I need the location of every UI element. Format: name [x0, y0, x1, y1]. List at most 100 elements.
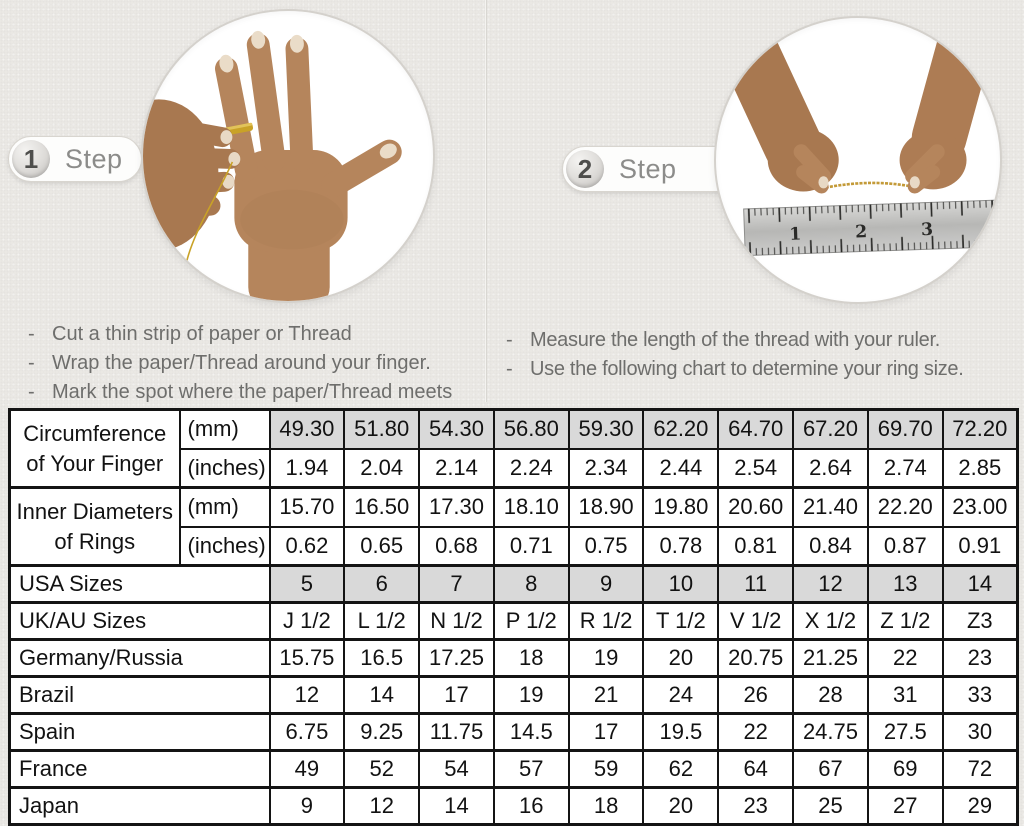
table-cell: Z 1/2: [866, 601, 944, 641]
table-cell: 14: [941, 564, 1019, 604]
table-row: Spain 6.75 9.25 11.75 14.5 17 19.5 22 24.75 27.5 3…: [8, 712, 1019, 752]
table-cell: V 1/2: [717, 601, 795, 641]
table-row: Brazil 12 14 17 19 21 24 26 28 31 33: [8, 675, 1019, 715]
table-cell: 19.5: [642, 712, 720, 752]
table-cell: 22: [717, 712, 795, 752]
table-cell: 31: [866, 675, 944, 715]
table-cell: 23: [941, 638, 1019, 678]
bullet-dash: -: [28, 381, 35, 403]
table-cell: 2.44: [642, 447, 720, 489]
hand-with-thread-illustration: [143, 30, 402, 301]
table-cell: 62.20: [642, 408, 720, 450]
step-2-instructions: - Measure the length of the thread with y…: [502, 326, 1022, 384]
instruction-item: - Measure the length of the thread with y…: [502, 326, 1022, 355]
table-cell: 0.68: [418, 525, 495, 567]
table-cell: 27: [866, 786, 944, 826]
table-row: Inner Diameters of Rings (mm) 15.70 16.50 17…: [8, 486, 1019, 567]
row-group-label: Circumference of Your Finger: [8, 408, 181, 489]
table-cell: 2.34: [567, 447, 645, 489]
table-cell: 24.75: [792, 712, 869, 752]
table-cell: 18.90: [567, 486, 645, 528]
bullet-dash: -: [506, 329, 513, 351]
table-cell: 14: [343, 675, 421, 715]
table-cell: T 1/2: [642, 601, 720, 641]
table-cell: 2.64: [792, 447, 869, 489]
table-row: UK/AU Sizes J 1/2 L 1/2 N 1/2 P 1/2 R 1/2 T 1/…: [8, 601, 1019, 641]
table-cell: 15.75: [268, 638, 346, 678]
row-label: Spain: [8, 712, 271, 752]
table-cell: 20.75: [717, 638, 795, 678]
table-cell: P 1/2: [492, 601, 570, 641]
table-cell: 69.70: [866, 408, 944, 450]
ring-size-conversion-table: Circumference of Your Finger (mm) 49.30 51.…: [8, 408, 1019, 826]
table-cell: 5: [268, 564, 346, 604]
table-cell: 0.75: [567, 525, 645, 567]
step-1-number: 1: [12, 140, 50, 178]
table-cell: 2.85: [941, 447, 1019, 489]
table-row: France 49 52 54 57 59 62 64 67 69 72: [8, 749, 1019, 789]
table-cell: 59: [567, 749, 645, 789]
table-row: USA Sizes 5 6 7 8 9 10 11 12 13 14: [8, 564, 1019, 604]
table-cell: 10: [642, 564, 720, 604]
table-cell: 49: [268, 749, 346, 789]
step-1-label: Step: [65, 143, 123, 174]
row-label: Brazil: [8, 675, 271, 715]
step-2-label: Step: [619, 153, 677, 184]
table-cell: 21: [567, 675, 645, 715]
unit-label: (mm): [178, 408, 271, 450]
table-cell: 2.74: [866, 447, 944, 489]
table-cell: 2.14: [418, 447, 495, 489]
table-cell: 19: [492, 675, 570, 715]
table-cell: 6.75: [268, 712, 346, 752]
ruler-number: 2: [855, 222, 868, 242]
thread-ruler-measure-illustration: 1 2 3: [716, 18, 1000, 257]
table-cell: 11.75: [418, 712, 495, 752]
table-cell: 21.25: [792, 638, 869, 678]
table-cell: 9.25: [343, 712, 421, 752]
instruction-text: Mark the spot where the paper/Thread mee…: [52, 381, 453, 403]
table-cell: 17: [567, 712, 645, 752]
table-cell: 23.00: [941, 486, 1019, 528]
table-cell: 17.25: [418, 638, 495, 678]
step-2-photo: 1 2 3: [714, 16, 1002, 304]
table-cell: 72: [941, 749, 1019, 789]
table-cell: 59.30: [567, 408, 645, 450]
row-label: France: [8, 749, 271, 789]
table-row: Circumference of Your Finger (mm) 49.30 51.…: [8, 408, 1019, 489]
section-divider: [486, 0, 487, 402]
table-cell: 23: [717, 786, 795, 826]
table-cell: 21.40: [792, 486, 869, 528]
row-group-label: Inner Diameters of Rings: [8, 486, 181, 567]
row-label: Germany/Russia: [8, 638, 271, 678]
table-cell: 54.30: [418, 408, 495, 450]
table-cell: 16.50: [343, 486, 421, 528]
table-cell: 2.54: [717, 447, 795, 489]
table-cell: 33: [941, 675, 1019, 715]
step-2-number: 2: [566, 150, 604, 188]
table-cell: 22.20: [866, 486, 944, 528]
table-cell: 72.20: [941, 408, 1019, 450]
table-cell: 9: [268, 786, 346, 826]
row-label: Japan: [8, 786, 271, 826]
table-cell: 27.5: [866, 712, 944, 752]
thread-icon: [183, 161, 234, 270]
table-cell: 0.78: [642, 525, 720, 567]
table-cell: 24: [642, 675, 720, 715]
instruction-text: Use the following chart to determine you…: [530, 358, 964, 380]
table-cell: 7: [418, 564, 495, 604]
table-cell: 2.24: [492, 447, 570, 489]
bullet-dash: -: [506, 358, 513, 380]
table-cell: 19: [567, 638, 645, 678]
table-cell: Z3: [941, 601, 1019, 641]
table-cell: 57: [492, 749, 570, 789]
table-cell: 14: [418, 786, 495, 826]
table-cell: 12: [343, 786, 421, 826]
table-cell: 14.5: [492, 712, 570, 752]
table-cell: 56.80: [492, 408, 570, 450]
table-cell: 62: [642, 749, 720, 789]
table-cell: 22: [866, 638, 944, 678]
table-cell: 52: [343, 749, 421, 789]
table-cell: 64: [717, 749, 795, 789]
instruction-item: - Use the following chart to determine yo…: [502, 355, 1022, 384]
table-cell: 17: [418, 675, 495, 715]
